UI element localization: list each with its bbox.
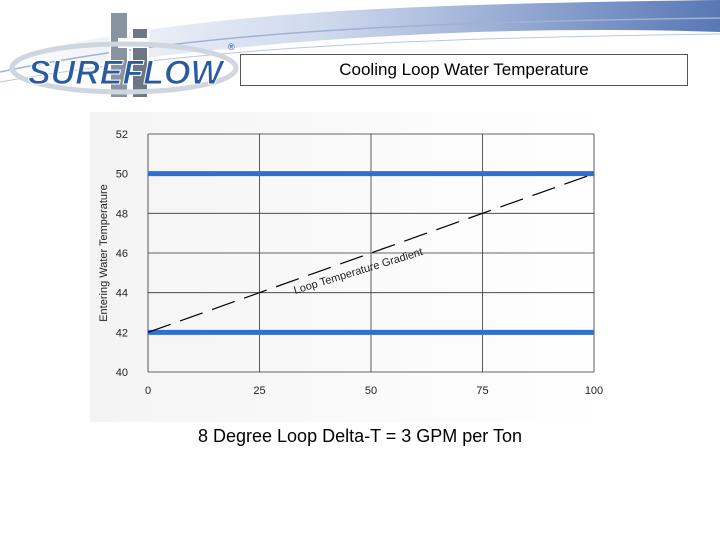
y-axis-label: Entering Water Temperature bbox=[98, 184, 110, 322]
y-tick-label: 52 bbox=[116, 129, 128, 141]
tick-labels: 40 42 44 46 48 50 52 0 25 50 75 100 bbox=[116, 129, 603, 397]
series-line bbox=[147, 173, 595, 333]
page-title: Cooling Loop Water Temperature bbox=[339, 60, 589, 79]
header-swoosh bbox=[0, 0, 720, 83]
plot-background bbox=[90, 112, 610, 422]
y-tick-label: 46 bbox=[116, 248, 128, 260]
series-layer bbox=[147, 171, 595, 335]
y-tick-label: 50 bbox=[116, 169, 128, 181]
x-tick-label: 100 bbox=[585, 385, 603, 397]
logo: SUREFLOW ® bbox=[9, 11, 239, 99]
x-tick-label: 25 bbox=[253, 385, 265, 397]
x-tick-label: 50 bbox=[365, 385, 377, 397]
chart-title-box: Cooling Loop Water Temperature bbox=[240, 54, 688, 86]
y-tick-label: 40 bbox=[116, 367, 128, 379]
logo-text: SUREFLOW bbox=[28, 54, 225, 92]
y-tick-label: 44 bbox=[116, 288, 128, 300]
y-tick-label: 48 bbox=[116, 208, 128, 220]
chart: 40 42 44 46 48 50 52 0 25 50 75 100 Entering Water … bbox=[90, 112, 610, 422]
y-tick-label: 42 bbox=[116, 327, 128, 339]
logo-registered-mark: ® bbox=[228, 42, 235, 52]
x-tick-label: 0 bbox=[145, 385, 151, 397]
slide-caption: 8 Degree Loop Delta-T = 3 GPM per Ton bbox=[197, 426, 523, 446]
x-tick-label: 75 bbox=[476, 385, 488, 397]
